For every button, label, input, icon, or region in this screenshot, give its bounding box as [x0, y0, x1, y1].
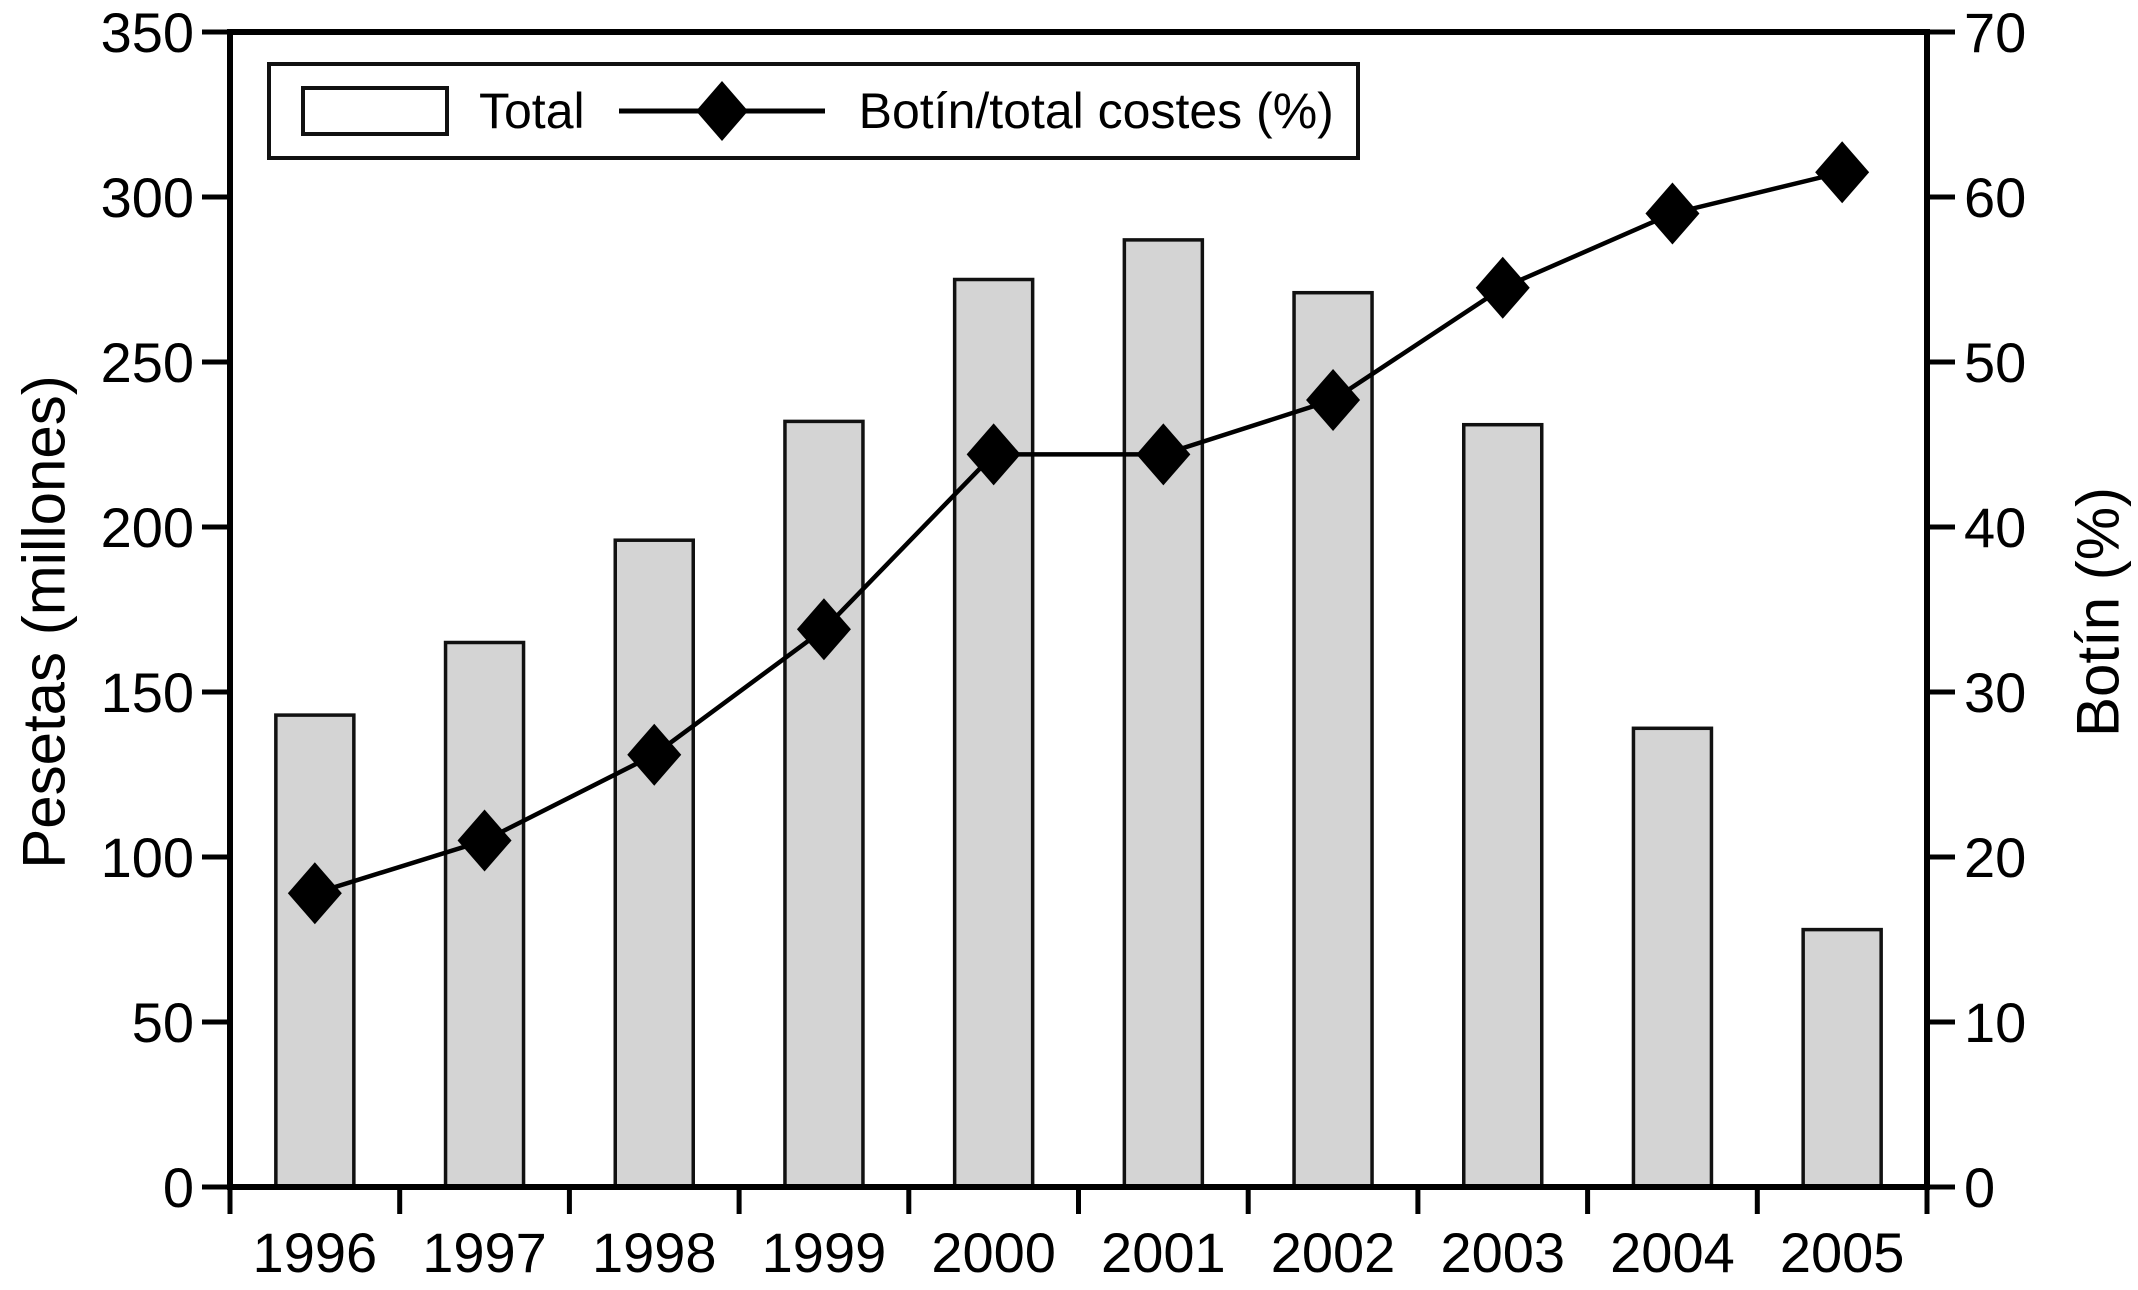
legend-bar-swatch — [301, 86, 449, 136]
left-tick-label-250: 250 — [101, 331, 194, 394]
bar-2000 — [952, 277, 1035, 1189]
diamond-marker-2002 — [1306, 368, 1361, 431]
right-tick-label-60: 60 — [1964, 166, 2026, 229]
bar-2002 — [1292, 290, 1374, 1189]
right-tick-label-50: 50 — [1964, 331, 2026, 394]
plot-area: 3503002502001501005007060504030201001996… — [101, 1, 2027, 1284]
line-series — [314, 170, 1843, 896]
x-tick-label-2001: 2001 — [1101, 1221, 1226, 1284]
legend: Total Botín/total costes (%) — [267, 62, 1360, 160]
bar-2001 — [1122, 238, 1205, 1189]
bar-2003 — [1462, 422, 1544, 1189]
x-tick-label-2004: 2004 — [1610, 1221, 1735, 1284]
diamond-marker-2005 — [1815, 141, 1870, 204]
diamond-marker-2001 — [1136, 423, 1191, 486]
x-tick-label-1996: 1996 — [253, 1221, 378, 1284]
left-tick-label-350: 350 — [101, 1, 194, 64]
left-tick-label-0: 0 — [163, 1156, 194, 1219]
right-tick-label-20: 20 — [1964, 826, 2026, 889]
diamond-marker-2003 — [1475, 256, 1530, 319]
diamond-marker-1996 — [287, 862, 342, 925]
x-tick-label-1997: 1997 — [422, 1221, 547, 1284]
legend-total-label: Total — [479, 83, 585, 139]
right-tick-label-40: 40 — [1964, 496, 2026, 559]
right-tick-label-30: 30 — [1964, 661, 2026, 724]
x-tick-label-1998: 1998 — [592, 1221, 717, 1284]
bar-1999 — [783, 419, 865, 1189]
left-tick-label-150: 150 — [101, 661, 194, 724]
diamond-marker-1999 — [796, 598, 851, 661]
diamond-marker-2004 — [1645, 182, 1700, 245]
diamond-marker-1997 — [457, 809, 512, 872]
right-tick-label-70: 70 — [1964, 1, 2026, 64]
legend-line-label: Botín/total costes (%) — [858, 83, 1334, 139]
bar-2005 — [1801, 927, 1883, 1189]
left-tick-label-300: 300 — [101, 166, 194, 229]
right-tick-label-0: 0 — [1964, 1156, 1995, 1219]
diamond-marker-2000 — [966, 423, 1021, 486]
x-tick-label-1999: 1999 — [762, 1221, 887, 1284]
x-tick-label-2005: 2005 — [1780, 1221, 1905, 1284]
bar-2004 — [1631, 726, 1714, 1189]
diamond-marker-1998 — [627, 723, 682, 786]
left-axis-title: Pesetas (millones) — [10, 375, 78, 869]
x-tick-label-2002: 2002 — [1271, 1221, 1396, 1284]
left-tick-label-100: 100 — [101, 826, 194, 889]
left-tick-label-200: 200 — [101, 496, 194, 559]
right-tick-label-10: 10 — [1964, 991, 2026, 1054]
x-tick-label-2000: 2000 — [931, 1221, 1056, 1284]
legend-line-marker-icon — [618, 81, 825, 141]
bar-1998 — [613, 538, 695, 1189]
bar-1996 — [274, 713, 356, 1189]
bar-1997 — [443, 640, 526, 1189]
left-tick-label-50: 50 — [132, 991, 194, 1054]
x-tick-label-2003: 2003 — [1440, 1221, 1565, 1284]
right-axis-title: Botín (%) — [2064, 486, 2132, 738]
